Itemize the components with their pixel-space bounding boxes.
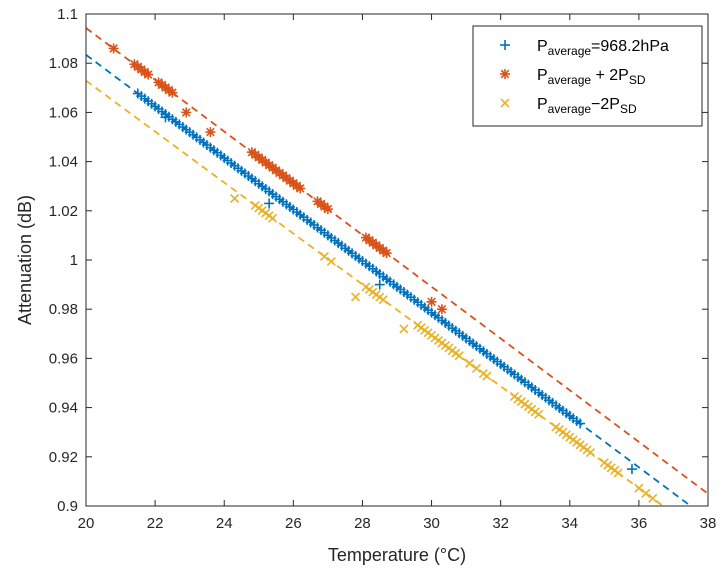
x-tick-label: 20 [78,515,95,532]
x-tick-label: 30 [423,515,440,532]
x-tick-label: 38 [700,515,717,532]
data-point-series-3 [465,358,475,368]
legend-label-1: Paverage=968.2hPa [537,38,669,58]
legend-label-3: Paverage−2PSD [537,96,637,116]
x-tick-label: 34 [561,515,578,532]
data-point-series-1 [160,112,171,123]
x-axis-label: Temperature (°C) [328,545,466,565]
y-tick-label: 1.04 [49,154,78,171]
legend-marker-2 [500,69,510,79]
data-point-series-1 [374,279,385,290]
y-tick-label: 0.96 [49,350,78,367]
y-tick-label: 0.9 [57,498,78,515]
data-point-series-1 [264,198,275,209]
y-tick-label: 0.92 [49,449,78,466]
data-point-series-2 [181,107,192,118]
x-tick-label: 24 [216,515,233,532]
y-tick-label: 1.1 [57,6,78,23]
x-tick-label: 32 [492,515,509,532]
x-tick-label: 26 [285,515,302,532]
y-tick-label: 1.08 [49,55,78,72]
legend-box [472,25,703,127]
y-axis-label: Attenuation (dB) [15,195,35,325]
data-point-series-3 [319,251,329,261]
data-point-series-3 [634,483,644,493]
legend-marker-3 [500,98,510,108]
data-point-series-3 [534,409,544,419]
data-point-series-3 [268,213,278,223]
tick-labels: 20 22 24 26 28 30 32 34 36 38 0.9 0.92 0.94 0.96 0.98 1… [49,6,717,532]
data-point-series-3 [482,371,492,381]
data-point-series-3 [350,292,361,302]
data-point-series-2 [322,204,333,215]
y-tick-label: 0.94 [49,400,78,417]
data-point-series-2 [436,304,447,315]
axis-ticks [85,13,709,507]
data-point-series-2 [167,87,178,98]
data-point-series-2 [143,69,154,80]
data-point-series-3 [230,193,240,204]
y-tick-label: 1 [70,252,78,269]
legend-label-2: Paverage + 2PSD [537,67,646,87]
data-point-series-3 [454,351,464,361]
x-tick-label: 22 [147,515,164,532]
data-point-series-2 [381,248,392,259]
data-point-series-2 [295,183,306,194]
y-tick-label: 1.06 [49,104,78,121]
data-point-series-3 [613,468,623,478]
data-markers [108,43,658,503]
data-point-series-3 [326,256,336,267]
x-tick-label: 36 [631,515,648,532]
data-point-series-3 [399,324,409,334]
data-point-series-1 [575,418,586,429]
x-tick-label: 28 [354,515,371,532]
data-point-series-3 [641,488,651,498]
data-point-series-2 [426,296,437,307]
data-point-series-3 [585,447,596,458]
y-tick-label: 0.98 [49,301,78,318]
y-tick-label: 1.02 [49,203,78,220]
data-point-series-2 [205,127,216,138]
legend-marker-1 [500,40,510,50]
data-point-series-3 [378,295,388,305]
fit-line-2 [85,27,709,495]
data-point-series-3 [471,363,482,374]
data-point-series-1 [626,464,637,475]
data-point-series-2 [108,43,119,54]
data-point-series-3 [648,493,658,503]
legend: Paverage=968.2hPa Paverage + 2PSD Paverage… [472,25,703,127]
